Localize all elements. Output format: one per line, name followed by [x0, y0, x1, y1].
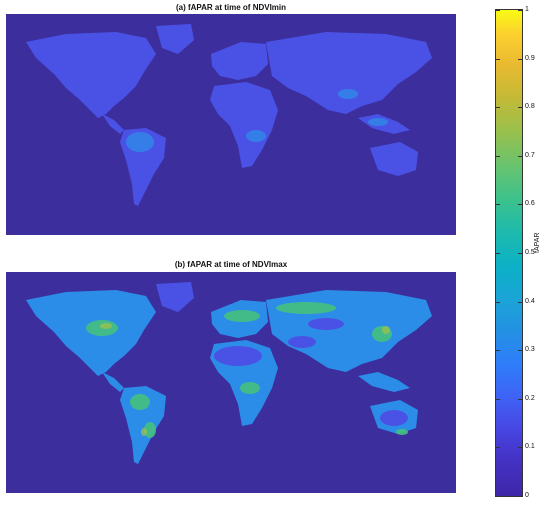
colorbar-tick-label: 0.6 — [525, 200, 535, 208]
colorbar-tick-mark-left — [495, 10, 500, 11]
colorbar-tick-mark-left — [495, 447, 500, 449]
central-america-landmass — [102, 114, 124, 134]
panel-a-title: (a) fAPAR at time of NDVImin — [175, 3, 287, 12]
colorbar-tick-label: 0.4 — [525, 297, 535, 305]
colorbar-tick-label: 0.1 — [525, 443, 535, 451]
colorbar-tick-label: 0 — [525, 492, 529, 499]
panel-b-title: (b) fAPAR at time of NDVImax — [174, 260, 288, 269]
map-panel-a — [6, 14, 456, 235]
colorbar-tick-mark — [518, 155, 523, 157]
greenland-landmass — [156, 24, 194, 54]
colorbar-tick-mark-left — [495, 350, 500, 352]
colorbar-tick-mark — [518, 253, 523, 254]
colorbar-tick-mark — [518, 447, 523, 449]
asia-landmass — [266, 32, 432, 114]
colorbar-tick-mark-left — [495, 253, 500, 254]
world-map-ndvimax — [26, 282, 432, 464]
colorbar-tick-mark-left — [495, 398, 500, 400]
north-america-landmass — [26, 32, 156, 118]
colorbar-tick-label: 0.8 — [525, 103, 535, 111]
world-map-ndvimin — [26, 24, 432, 206]
central-america-landmass — [102, 372, 124, 392]
colorbar-tick-mark-left — [495, 58, 500, 60]
colorbar-tick-mark — [518, 496, 523, 497]
colorbar-tick-label: 1 — [525, 6, 529, 13]
colorbar-tick-mark-left — [495, 496, 500, 497]
greenland-landmass — [156, 282, 194, 312]
southeast-asia-islands — [358, 372, 410, 392]
colorbar-tick-label: 0.2 — [525, 394, 535, 402]
colorbar-tick-mark — [518, 301, 523, 303]
map-panel-b — [6, 272, 456, 493]
asia-landmass — [266, 290, 432, 372]
colorbar-tick-mark — [518, 350, 523, 352]
colorbar-tick-mark-left — [495, 107, 500, 109]
colorbar-tick-mark — [518, 107, 523, 109]
colorbar-label: fAPAR — [534, 232, 541, 254]
europe-landmass — [211, 42, 268, 80]
australia-landmass — [370, 142, 418, 176]
colorbar-tick-label: 0.7 — [525, 151, 535, 159]
colorbar-tick-mark-left — [495, 204, 500, 206]
colorbar-tick-mark — [518, 204, 523, 206]
colorbar-tick-mark-left — [495, 301, 500, 303]
colorbar-tick-label: 0.9 — [525, 54, 535, 62]
colorbar-tick-mark — [518, 398, 523, 400]
colorbar-tick-mark — [518, 10, 523, 11]
colorbar-tick-label: 0.3 — [525, 346, 535, 354]
colorbar-tick-mark — [518, 58, 523, 60]
africa-landmass — [210, 82, 278, 168]
colorbar-tick-mark-left — [495, 155, 500, 157]
colorbar-tick-label: 0.5 — [525, 249, 535, 256]
